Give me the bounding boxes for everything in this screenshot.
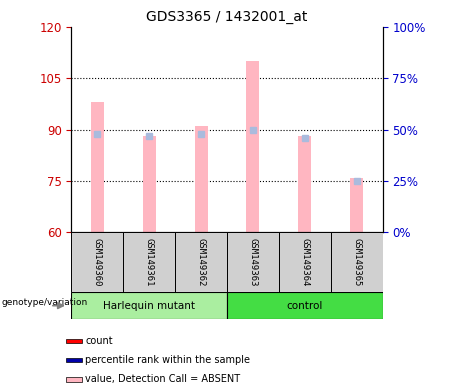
- Bar: [143, 136, 156, 232]
- Text: count: count: [85, 336, 113, 346]
- Bar: [298, 136, 311, 232]
- Bar: [175, 232, 227, 292]
- Text: value, Detection Call = ABSENT: value, Detection Call = ABSENT: [85, 374, 240, 384]
- Bar: [124, 232, 175, 292]
- Title: GDS3365 / 1432001_at: GDS3365 / 1432001_at: [146, 10, 308, 25]
- Bar: [227, 232, 279, 292]
- Text: GSM149360: GSM149360: [93, 238, 102, 286]
- Text: percentile rank within the sample: percentile rank within the sample: [85, 355, 250, 365]
- Text: GSM149363: GSM149363: [248, 238, 258, 286]
- Text: GSM149364: GSM149364: [300, 238, 309, 286]
- Bar: [66, 377, 82, 381]
- Text: Harlequin mutant: Harlequin mutant: [103, 301, 195, 311]
- Bar: [66, 339, 82, 343]
- Bar: [279, 232, 331, 292]
- Bar: [195, 126, 207, 232]
- Bar: [227, 292, 383, 319]
- Text: GSM149361: GSM149361: [145, 238, 154, 286]
- Bar: [247, 61, 260, 232]
- Bar: [71, 292, 227, 319]
- Bar: [71, 232, 124, 292]
- Bar: [331, 232, 383, 292]
- Text: control: control: [287, 301, 323, 311]
- Bar: [91, 102, 104, 232]
- Text: GSM149362: GSM149362: [196, 238, 206, 286]
- Bar: [66, 358, 82, 362]
- Bar: [350, 177, 363, 232]
- Text: GSM149365: GSM149365: [352, 238, 361, 286]
- Text: genotype/variation: genotype/variation: [1, 298, 88, 308]
